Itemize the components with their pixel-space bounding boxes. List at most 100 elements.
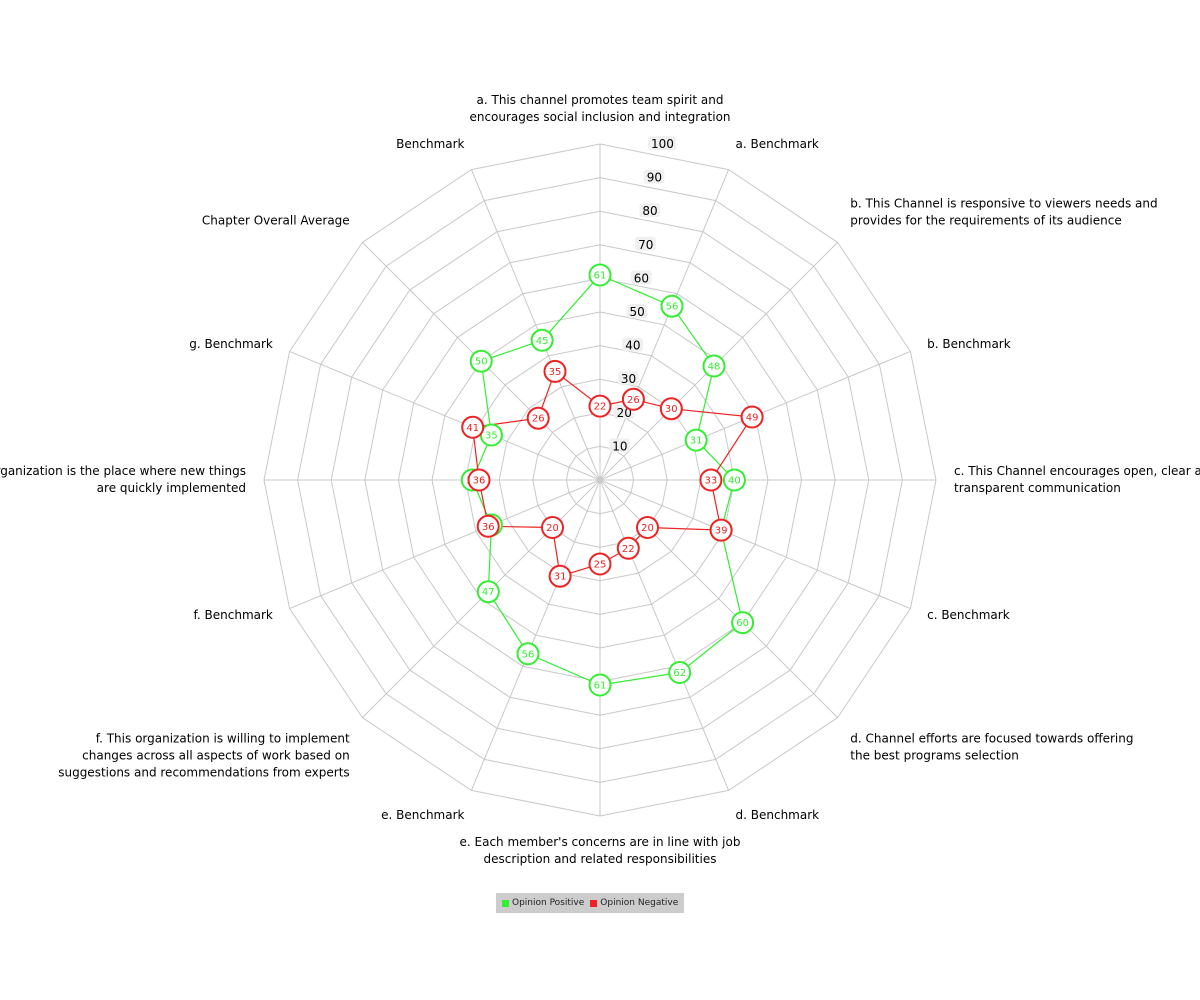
axis-label-9: e. Benchmark [381,808,464,822]
data-label-1-1: 26 [627,395,640,406]
tick-box-90 [643,169,665,184]
data-point-1-2 [659,397,683,421]
data-label-0-1: 56 [666,302,679,313]
data-label-1-11: 36 [482,522,495,533]
tick-label-90: 90 [647,171,662,185]
data-point-1-0 [588,394,612,418]
tick-label-80: 80 [642,204,657,218]
spoke-5 [599,479,911,610]
data-point-0-4 [722,468,746,492]
tick-label-70: 70 [638,238,653,252]
data-point-0-9 [516,642,540,666]
data-point-0-10 [476,580,500,604]
data-label-0-6: 60 [736,618,749,629]
tick-box-80 [639,203,661,218]
axis-label-14: Chapter Overall Average [202,214,350,228]
data-point-1-8 [588,552,612,576]
tick-box-50 [626,304,648,318]
data-label-1-14: 26 [532,414,545,425]
data-point-1-9 [548,564,572,588]
legend: Opinion Positive Opinion Negative [496,893,685,913]
data-label-1-2: 30 [665,404,678,415]
spoke-7 [599,479,730,791]
tick-box-30 [617,371,639,386]
data-label-0-0: 61 [594,271,607,282]
data-label-1-8: 25 [594,560,607,571]
data-point-0-3 [684,428,708,452]
tick-label-60: 60 [634,271,649,285]
spoke-6 [599,479,838,718]
data-label-1-10: 20 [546,523,559,534]
tick-label-40: 40 [625,339,640,353]
data-point-1-12 [467,468,491,492]
data-label-1-5: 39 [715,526,728,537]
data-label-1-3: 49 [746,413,759,424]
data-point-1-11 [476,514,500,538]
data-label-1-7: 22 [622,544,635,555]
legend-swatch-positive [502,899,509,907]
axis-label-0: a. This channel promotes team spirit and… [469,93,730,124]
data-label-1-12: 36 [473,476,486,487]
legend-item-positive: Opinion Positive [502,898,584,908]
axis-label-8: e. Each member's concerns are in line wi… [460,835,741,866]
axis-label-6: d. Channel efforts are focused towards o… [850,731,1133,762]
axis-label-10: f. This organization is willing to imple… [58,731,350,779]
data-label-0-7: 62 [673,668,686,679]
data-point-1-5 [709,518,733,542]
tick-label-100: 100 [651,137,674,151]
spoke-9 [470,479,601,791]
data-point-0-14 [469,349,493,373]
data-point-0-0 [588,263,612,287]
data-point-0-2 [702,354,726,378]
spoke-13 [289,350,601,481]
tick-box-40 [622,337,643,352]
axis-label-11: f. Benchmark [194,608,273,622]
data-label-0-3: 31 [690,436,703,447]
data-point-1-15 [543,359,567,383]
axis-labels: a. This channel promotes team spirit and… [0,93,1200,866]
data-label-0-8: 61 [594,681,607,692]
axis-label-1: a. Benchmark [736,137,819,151]
radar-spokes [264,144,936,816]
spoke-1 [599,169,730,481]
data-point-1-7 [616,536,640,560]
data-point-1-6 [636,516,659,539]
axis-label-13: g. Benchmark [189,337,273,351]
data-point-1-3 [740,405,764,429]
axis-label-15: Benchmark [396,137,464,151]
axis-label-4: c. This Channel encourages open, clear a… [954,464,1200,495]
data-label-1-9: 31 [554,572,567,583]
tick-box-60 [630,270,652,285]
axis-label-2: b. This Channel is responsive to viewers… [850,197,1157,228]
tick-label-10: 10 [612,439,627,453]
data-point-1-1 [621,387,645,411]
data-point-0-1 [660,294,684,318]
data-label-1-13: 41 [466,423,479,434]
data-point-1-14 [526,406,550,430]
data-point-0-15 [530,328,554,352]
data-point-0-7 [668,661,692,684]
data-point-1-10 [541,516,564,539]
series-points: 6156483140396062615647353835504522263049… [460,263,764,697]
data-label-0-14: 50 [475,357,488,368]
axis-label-7: d. Benchmark [736,808,820,822]
tick-label-30: 30 [621,372,636,386]
data-label-0-15: 45 [536,336,549,347]
legend-label-negative: Opinion Negative [600,898,679,908]
data-label-1-0: 22 [594,402,607,413]
data-label-0-13: 35 [485,431,498,442]
data-point-1-4 [699,468,723,492]
legend-item-negative: Opinion Negative [590,898,678,908]
tick-box-70 [635,236,656,251]
data-point-0-8 [588,673,612,697]
tick-label-50: 50 [630,305,645,319]
data-label-1-6: 20 [641,523,654,534]
legend-label-positive: Opinion Positive [512,898,585,908]
data-label-1-15: 35 [549,367,562,378]
data-label-0-4: 40 [728,476,741,487]
tick-box-10 [609,438,631,453]
data-label-0-9: 56 [522,649,535,660]
data-label-0-10: 47 [482,587,495,598]
